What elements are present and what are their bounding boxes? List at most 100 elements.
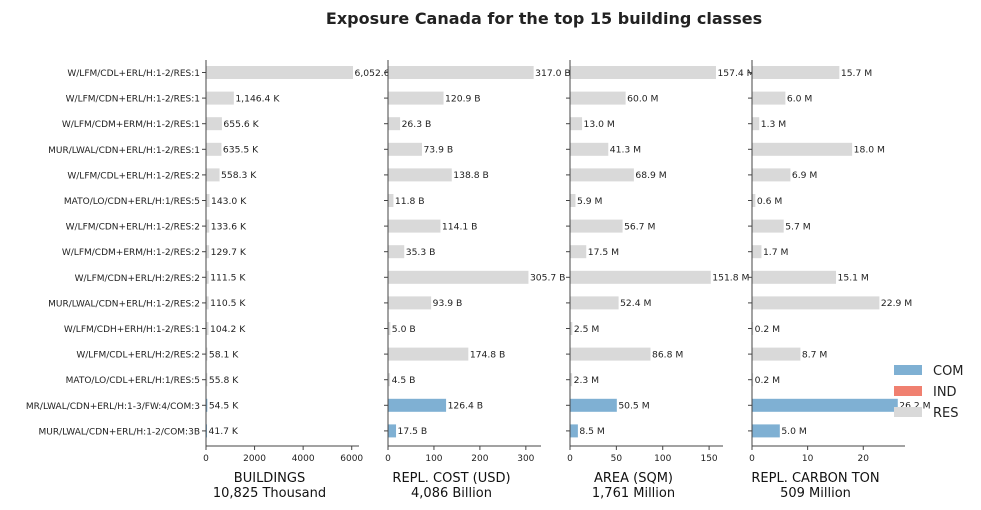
bar (206, 66, 353, 79)
bar (388, 398, 447, 412)
category-label: W/LFM/CDN+ERL/H:1-2/RES:2 (66, 223, 200, 233)
bar-value-label: 138.8 B (453, 170, 489, 181)
x-tick-label: 100 (425, 454, 442, 464)
bar (388, 219, 441, 233)
bar-value-label: 5.9 M (577, 196, 603, 207)
bar (388, 373, 391, 387)
bar (752, 168, 791, 182)
bar (388, 270, 529, 284)
bar-value-label: 111.5 K (210, 273, 246, 284)
bar (570, 373, 573, 387)
bar (752, 142, 853, 156)
bar-value-label: 60.0 M (627, 93, 658, 104)
bar (388, 66, 534, 79)
category-label: MUR/LWAL/CDN+ERL/H:1-2/COM:3B (38, 427, 200, 437)
legend-label: IND (933, 385, 957, 400)
x-tick-label: 0 (385, 454, 391, 464)
bar (206, 168, 220, 182)
bar-value-label: 11.8 B (395, 196, 425, 207)
bar (206, 347, 208, 361)
legend-swatch (894, 386, 922, 396)
bar (752, 373, 754, 387)
bar (206, 142, 222, 156)
category-label: MR/LWAL/CDN+ERL/H:1-3/FW:4/COM:3 (26, 402, 200, 412)
x-tick-label: 20 (858, 454, 870, 464)
bar-value-label: 56.7 M (624, 221, 655, 232)
bar-value-label: 305.7 B (530, 273, 566, 284)
chart-title: Exposure Canada for the top 15 building … (326, 9, 762, 28)
bar (752, 322, 754, 335)
bar (570, 270, 711, 284)
bar (388, 117, 401, 131)
bar-value-label: 0.6 M (757, 196, 783, 207)
x-tick-label: 200 (471, 454, 488, 464)
bar (206, 373, 208, 387)
bar-value-label: 15.7 M (841, 68, 872, 79)
bar-value-label: 151.8 M (712, 273, 749, 284)
category-label: MUR/LWAL/CDN+ERL/H:1-2/RES:1 (48, 146, 200, 156)
category-label: W/LFM/CDN+ERL/H:1-2/RES:1 (66, 95, 200, 105)
bar-value-label: 26.3 B (402, 119, 432, 130)
bar-value-label: 93.9 B (433, 298, 463, 309)
legend-swatch (894, 407, 922, 417)
x-tick-label: 300 (517, 454, 534, 464)
bar-value-label: 174.8 B (470, 349, 506, 360)
bar (206, 91, 234, 105)
bar-value-label: 50.5 M (618, 401, 649, 412)
bar-value-label: 4.5 B (392, 375, 416, 386)
bar (570, 219, 623, 233)
bar-value-label: 55.8 K (209, 375, 239, 386)
bar (752, 117, 760, 131)
bar-value-label: 558.3 K (221, 170, 257, 181)
bar (388, 347, 469, 361)
bar (206, 398, 208, 412)
bar (570, 168, 634, 182)
bar-value-label: 5.7 M (785, 221, 811, 232)
bar-value-label: 2.3 M (574, 375, 600, 386)
bar (752, 91, 786, 105)
x-axis-label: AREA (SQM) (594, 471, 673, 486)
bar-value-label: 120.9 B (445, 93, 481, 104)
bar (752, 245, 762, 259)
bar (206, 219, 210, 233)
bar-value-label: 104.2 K (210, 324, 246, 335)
bar (570, 398, 617, 412)
bar-value-label: 1.3 M (761, 119, 787, 130)
bar (752, 270, 837, 284)
bar-value-label: 635.5 K (223, 145, 259, 156)
category-label: W/LFM/CDL+ERL/H:2/RES:2 (76, 351, 200, 361)
bar (388, 168, 452, 182)
bar (206, 270, 209, 284)
bar-value-label: 18.0 M (854, 145, 885, 156)
bar-value-label: 41.3 M (610, 145, 641, 156)
bar (206, 322, 209, 335)
bar (206, 424, 208, 438)
bar-value-label: 58.1 K (209, 349, 239, 360)
bar-value-label: 86.8 M (652, 349, 683, 360)
bar (206, 194, 210, 207)
x-tick-label: 6000 (340, 454, 363, 464)
x-tick-label: 10 (802, 454, 814, 464)
category-label: W/LFM/CDN+ERL/H:2/RES:2 (75, 274, 200, 284)
x-tick-label: 0 (749, 454, 755, 464)
bar (388, 424, 397, 438)
bar-value-label: 317.0 B (535, 68, 571, 79)
category-label: W/LFM/CDL+ERL/H:1-2/RES:1 (67, 69, 200, 79)
category-label: MATO/LO/CDN+ERL/H:1/RES:5 (64, 197, 200, 207)
legend-label: RES (933, 406, 959, 421)
bar-value-label: 0.2 M (755, 375, 781, 386)
bar-value-label: 41.7 K (209, 426, 239, 437)
bar (752, 398, 898, 412)
bar-value-label: 5.0 B (392, 324, 416, 335)
bar-value-label: 17.5 B (398, 426, 428, 437)
bar (752, 347, 801, 361)
bar (570, 347, 651, 361)
x-tick-label: 50 (611, 454, 623, 464)
category-label: W/LFM/CDM+ERM/H:1-2/RES:1 (62, 120, 200, 130)
bar (570, 194, 576, 207)
bar (752, 66, 840, 79)
bar-value-label: 73.9 B (423, 145, 453, 156)
bar-value-label: 17.5 M (588, 247, 619, 258)
bar-value-label: 655.6 K (223, 119, 259, 130)
bar-value-label: 5.0 M (781, 426, 807, 437)
